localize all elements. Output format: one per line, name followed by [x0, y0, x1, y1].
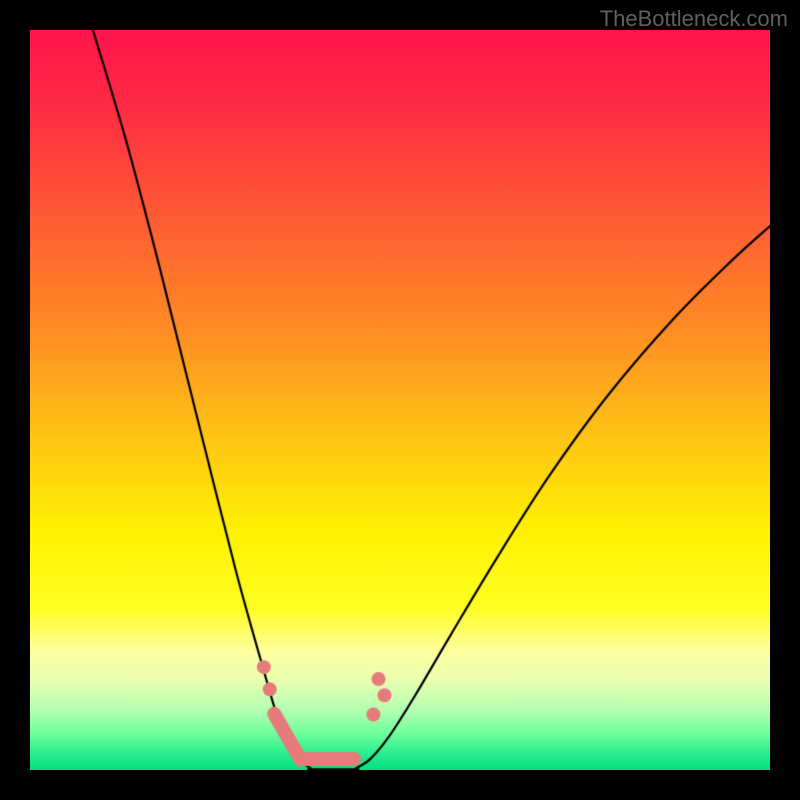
- curve-layer: [30, 30, 770, 770]
- watermark-text: TheBottleneck.com: [600, 6, 788, 32]
- plot-area: [30, 30, 770, 770]
- stage: TheBottleneck.com: [0, 0, 800, 800]
